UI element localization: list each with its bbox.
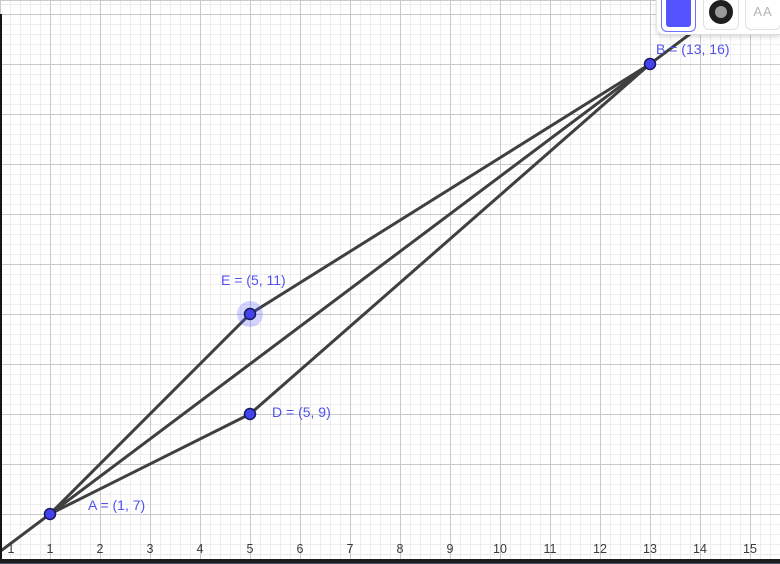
point-B[interactable] bbox=[643, 57, 657, 71]
x-tick-1-at-11: 1 bbox=[7, 542, 15, 556]
x-tick-5-at-250: 5 bbox=[246, 542, 254, 556]
point-style-button[interactable] bbox=[703, 0, 739, 30]
point-D[interactable] bbox=[243, 407, 257, 421]
label-style-button[interactable]: AA bbox=[745, 0, 780, 30]
x-tick-13-at-650: 13 bbox=[643, 542, 657, 556]
segment-AE[interactable] bbox=[48, 312, 252, 516]
point-E[interactable] bbox=[243, 307, 257, 321]
segment-AD[interactable] bbox=[49, 412, 251, 516]
x-tick-3-at-150: 3 bbox=[146, 542, 154, 556]
color-swatch-icon bbox=[666, 0, 691, 27]
x-tick-12-at-600: 12 bbox=[593, 542, 607, 556]
x-tick-2-at-100: 2 bbox=[96, 542, 104, 556]
point-style-icon bbox=[709, 0, 733, 24]
x-tick-4-at-200: 4 bbox=[196, 542, 204, 556]
x-tick-7-at-350: 7 bbox=[346, 542, 354, 556]
x-tick-6-at-300: 6 bbox=[296, 542, 304, 556]
point-label-A[interactable]: A = (1, 7) bbox=[88, 497, 146, 513]
style-bar: AA bbox=[656, 0, 780, 35]
point-A[interactable] bbox=[43, 507, 57, 521]
x-tick-15-at-750: 15 bbox=[743, 542, 757, 556]
point-label-E[interactable]: E = (5, 11) bbox=[221, 272, 286, 288]
x-axis bbox=[0, 559, 780, 563]
segment-DB[interactable] bbox=[249, 62, 651, 416]
label-style-icon: AA bbox=[753, 4, 773, 19]
segment-EB[interactable] bbox=[249, 62, 651, 316]
point-label-D[interactable]: D = (5, 9) bbox=[272, 404, 331, 420]
x-tick-8-at-400: 8 bbox=[396, 542, 404, 556]
x-tick-14-at-700: 14 bbox=[693, 542, 707, 556]
color-button[interactable] bbox=[661, 0, 696, 32]
x-tick-10-at-500: 10 bbox=[493, 542, 507, 556]
y-axis bbox=[0, 14, 2, 560]
x-tick-9-at-450: 9 bbox=[446, 542, 454, 556]
x-tick-1-at-50: 1 bbox=[46, 542, 54, 556]
x-tick-11-at-550: 11 bbox=[543, 542, 557, 556]
point-label-B[interactable]: B = (13, 16) bbox=[656, 41, 730, 57]
